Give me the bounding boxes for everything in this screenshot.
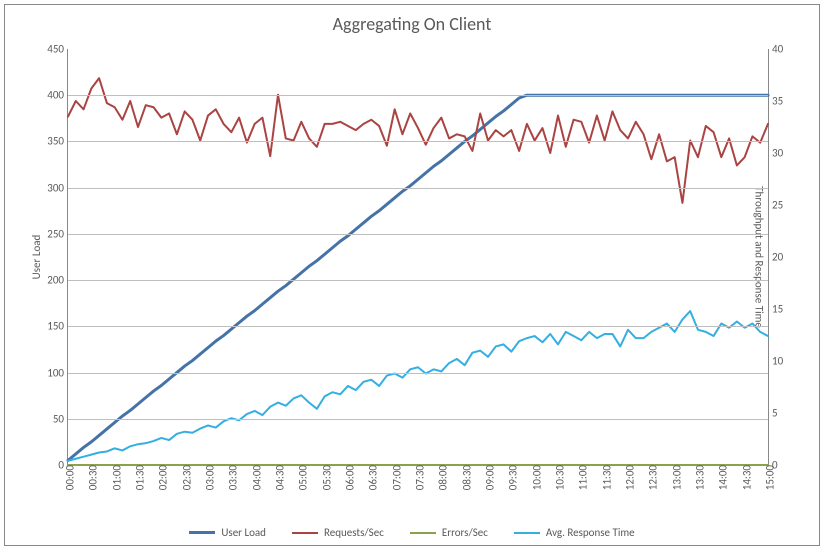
y-left-tick: 350 [47,136,68,147]
x-tick: 08:00 [433,465,450,490]
x-tick: 10:00 [526,465,543,490]
y-left-tick: 300 [47,182,68,193]
y-right-tick: 10 [768,356,783,367]
x-tick: 07:00 [386,465,403,490]
x-tick: 00:00 [60,465,77,490]
x-tick: 14:00 [713,465,730,490]
plot-area: User Load Throughput and Response Time 0… [67,49,769,466]
legend-item: Avg. Response Time [514,526,635,539]
x-tick: 08:30 [456,465,473,490]
y-right-tick: 30 [768,148,783,159]
x-tick: 11:00 [573,465,590,490]
legend-item: Requests/Sec [292,526,384,539]
y-left-axis-label: User Load [30,235,43,280]
legend-label: User Load [221,526,266,539]
x-tick: 15:00 [760,465,777,490]
x-tick: 02:00 [153,465,170,490]
gridline [68,280,768,281]
x-tick: 13:30 [690,465,707,490]
x-tick: 09:30 [503,465,520,490]
y-right-tick: 20 [768,252,783,263]
x-tick: 03:00 [200,465,217,490]
x-tick: 07:30 [410,465,427,490]
y-left-tick: 400 [47,90,68,101]
legend-item: User Load [189,526,266,539]
legend-label: Avg. Response Time [546,526,635,539]
legend-label: Requests/Sec [324,526,384,539]
y-left-tick: 150 [47,321,68,332]
legend-swatch [410,532,436,534]
chart-title: Aggregating On Client [5,13,819,35]
x-tick: 05:30 [316,465,333,490]
y-right-tick: 5 [768,408,778,419]
gridline [68,95,768,96]
gridline [68,141,768,142]
y-right-tick: 40 [768,44,783,55]
y-right-tick: 35 [768,96,783,107]
x-tick: 12:00 [620,465,637,490]
legend-swatch [514,532,540,534]
x-tick: 11:30 [596,465,613,490]
gridline [68,188,768,189]
x-tick: 02:30 [176,465,193,490]
x-tick: 06:30 [363,465,380,490]
x-tick: 12:30 [643,465,660,490]
legend-swatch [189,531,215,534]
y-left-tick: 50 [53,413,68,424]
y-right-tick: 25 [768,200,783,211]
x-tick: 14:30 [736,465,753,490]
x-tick: 13:00 [666,465,683,490]
legend-label: Errors/Sec [442,526,488,539]
legend-swatch [292,532,318,534]
gridline [68,326,768,327]
series-avg-response-time [68,311,768,461]
gridline [68,234,768,235]
y-right-tick: 15 [768,304,783,315]
x-tick: 03:30 [223,465,240,490]
y-left-tick: 100 [47,367,68,378]
x-tick: 01:00 [106,465,123,490]
x-tick: 01:30 [130,465,147,490]
x-tick: 04:30 [270,465,287,490]
gridline [68,419,768,420]
legend: User Load Requests/Sec Errors/Sec Avg. Resp… [5,526,819,539]
y-left-tick: 250 [47,228,68,239]
x-tick: 04:00 [246,465,263,490]
chart-lines-svg [68,49,768,465]
x-tick: 10:30 [550,465,567,490]
legend-item: Errors/Sec [410,526,488,539]
x-tick: 05:00 [293,465,310,490]
x-tick: 06:00 [340,465,357,490]
x-tick: 09:00 [480,465,497,490]
x-tick: 00:30 [83,465,100,490]
gridline [68,373,768,374]
y-left-tick: 450 [47,44,68,55]
y-left-tick: 200 [47,275,68,286]
chart-frame: Aggregating On Client User Load Throughp… [4,4,820,546]
